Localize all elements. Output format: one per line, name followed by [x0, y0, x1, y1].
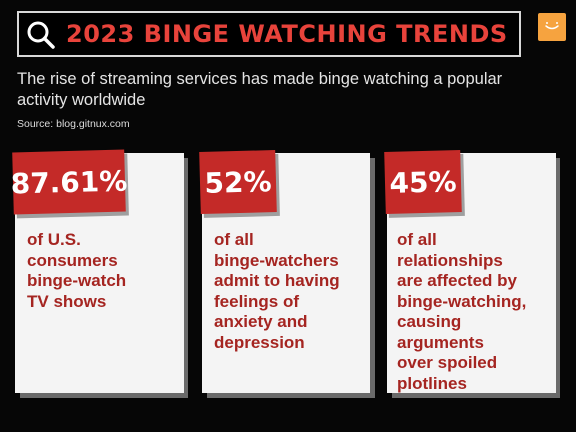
subtitle: The rise of streaming services has made … [17, 70, 503, 109]
brand-logo [538, 13, 566, 41]
title-box: 2023 BINGE WATCHING TRENDS [17, 11, 521, 57]
search-icon [27, 21, 55, 49]
stat-value-1: 87.61% [10, 149, 128, 215]
stat-description-2: of all binge-watchers admit to having fe… [214, 230, 340, 352]
source-text: Source: blog.gitnux.com [17, 118, 130, 130]
stat-description-1: of U.S. consumers binge-watch TV shows [27, 230, 127, 311]
stat-value-3: 45% [384, 150, 462, 214]
stat-value-2: 52% [199, 150, 277, 214]
page-title: 2023 BINGE WATCHING TRENDS [66, 20, 508, 48]
stat-description-3: of all relationships are affected by bin… [397, 230, 527, 393]
